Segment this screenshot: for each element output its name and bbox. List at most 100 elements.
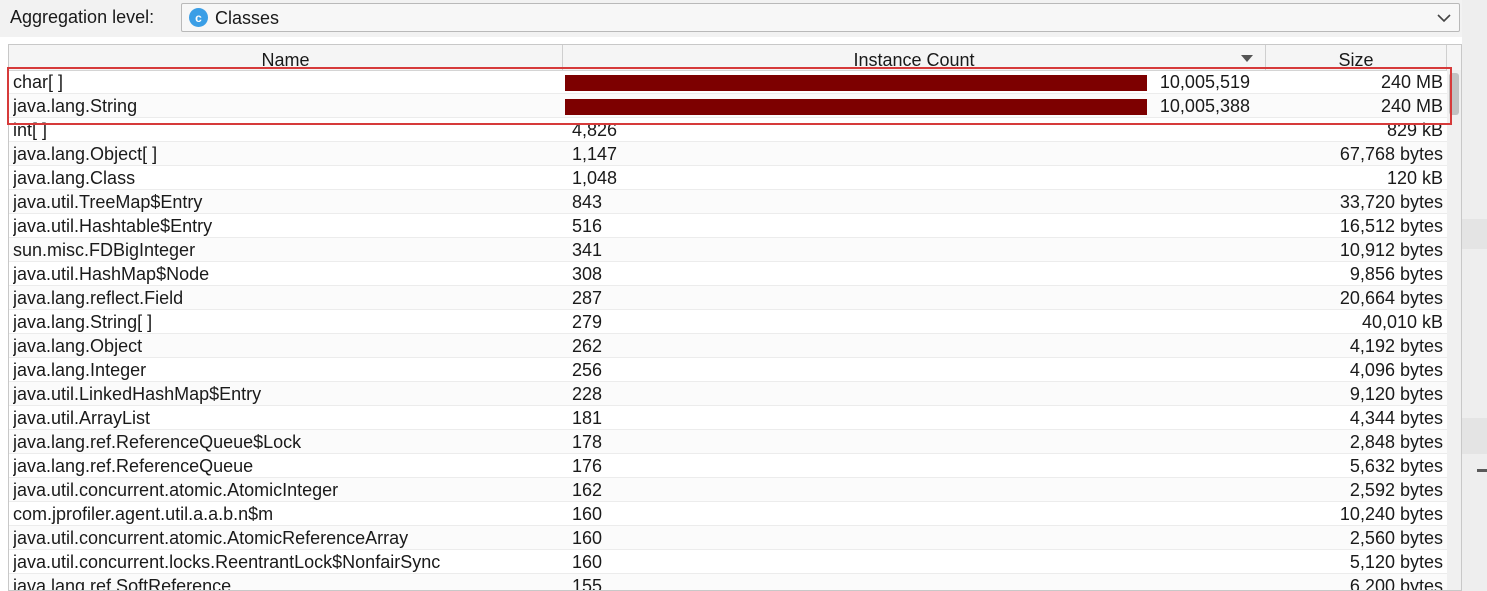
instance-count-cell: 4,826: [572, 120, 618, 140]
class-name-cell: java.lang.ref.SoftReference: [13, 576, 232, 591]
instance-count-cell: 843: [572, 192, 603, 212]
instance-count-cell: 308: [572, 264, 603, 284]
table-row[interactable]: java.lang.ref.ReferenceQueue$Lock 178 2,84…: [9, 430, 1447, 454]
size-cell: 16,512 bytes: [1339, 216, 1443, 236]
chevron-down-icon[interactable]: [1437, 11, 1451, 25]
instance-count-bar: [565, 75, 1147, 91]
class-name-cell: java.util.concurrent.atomic.AtomicRefere…: [13, 528, 409, 548]
table-row[interactable]: java.util.Hashtable$Entry 516 16,512 bytes: [9, 214, 1447, 238]
size-cell: 10,912 bytes: [1339, 240, 1443, 260]
instance-count-cell: 160: [572, 504, 603, 524]
side-panel-segment: [1462, 219, 1487, 249]
size-cell: 120 kB: [1386, 168, 1443, 188]
table-row[interactable]: java.lang.Integer 256 4,096 bytes: [9, 358, 1447, 382]
instance-count-cell: 10,005,388: [1159, 96, 1250, 116]
size-cell: 40,010 kB: [1361, 312, 1443, 332]
aggregation-level-value: Classes: [215, 8, 280, 28]
class-name-cell: java.util.LinkedHashMap$Entry: [13, 384, 262, 404]
instance-count-cell: 160: [572, 528, 603, 548]
size-cell: 4,344 bytes: [1349, 408, 1443, 428]
class-name-cell: java.lang.reflect.Field: [13, 288, 184, 308]
column-header-instance-count[interactable]: Instance Count: [563, 45, 1266, 70]
instance-count-cell: 516: [572, 216, 603, 236]
size-cell: 240 MB: [1380, 72, 1443, 92]
class-name-cell: java.lang.Class: [13, 168, 136, 188]
size-cell: 2,560 bytes: [1349, 528, 1443, 548]
instance-count-cell: 176: [572, 456, 603, 476]
table-row[interactable]: int[ ] 4,826 829 kB: [9, 118, 1447, 142]
size-cell: 9,856 bytes: [1349, 264, 1443, 284]
aggregation-level-label: Aggregation level:: [10, 7, 155, 27]
size-cell: 5,120 bytes: [1349, 552, 1443, 572]
instance-count-cell: 1,048: [572, 168, 618, 188]
class-name-cell: java.util.concurrent.locks.ReentrantLock…: [13, 552, 441, 572]
aggregation-level-dropdown[interactable]: c Classes: [181, 3, 1460, 32]
column-header-size[interactable]: Size: [1266, 45, 1447, 70]
table-row[interactable]: sun.misc.FDBigInteger 341 10,912 bytes: [9, 238, 1447, 262]
table-row[interactable]: java.util.ArrayList 181 4,344 bytes: [9, 406, 1447, 430]
class-name-cell: java.lang.ref.ReferenceQueue: [13, 456, 254, 476]
class-name-cell: java.lang.Integer: [13, 360, 147, 380]
table-row[interactable]: java.lang.Class 1,048 120 kB: [9, 166, 1447, 190]
table-row[interactable]: char[ ] 10,005,519 240 MB: [9, 70, 1447, 94]
size-cell: 6,200 bytes: [1349, 576, 1443, 591]
instance-count-cell: 262: [572, 336, 603, 356]
instance-count-cell: 256: [572, 360, 603, 380]
scrollbar-thumb[interactable]: [1449, 73, 1459, 115]
size-cell: 67,768 bytes: [1339, 144, 1443, 164]
side-panel-dash: [1477, 469, 1487, 472]
class-name-cell: java.lang.String[ ]: [13, 312, 153, 332]
size-cell: 2,592 bytes: [1349, 480, 1443, 500]
instance-count-cell: 10,005,519: [1159, 72, 1250, 92]
size-cell: 10,240 bytes: [1339, 504, 1443, 524]
instance-count-cell: 155: [572, 576, 603, 591]
table-row[interactable]: com.jprofiler.agent.util.a.a.b.n$m 160 10,…: [9, 502, 1447, 526]
table-row[interactable]: java.lang.String 10,005,388 240 MB: [9, 94, 1447, 118]
table-row[interactable]: java.lang.ref.ReferenceQueue 176 5,632 byt…: [9, 454, 1447, 478]
class-name-cell: java.util.TreeMap$Entry: [13, 192, 203, 212]
table-row[interactable]: java.lang.reflect.Field 287 20,664 bytes: [9, 286, 1447, 310]
aggregation-toolbar: Aggregation level: c Classes: [0, 0, 1462, 37]
side-panel-segment: [1462, 418, 1487, 454]
instance-table: Name Instance Count Size char[ ] 10,005,5…: [8, 44, 1462, 591]
class-name-cell: java.lang.Object[ ]: [13, 144, 158, 164]
sort-descending-icon: [1241, 55, 1253, 62]
instance-count-bar: [565, 99, 1147, 115]
table-row[interactable]: java.util.TreeMap$Entry 843 33,720 bytes: [9, 190, 1447, 214]
size-cell: 5,632 bytes: [1349, 456, 1443, 476]
class-name-cell: java.util.Hashtable$Entry: [13, 216, 213, 236]
instance-count-cell: 181: [572, 408, 603, 428]
table-row[interactable]: java.util.LinkedHashMap$Entry 228 9,120 by…: [9, 382, 1447, 406]
column-header-name[interactable]: Name: [9, 45, 563, 70]
vertical-scrollbar[interactable]: [1447, 70, 1461, 590]
table-row[interactable]: java.lang.Object[ ] 1,147 67,768 bytes: [9, 142, 1447, 166]
instance-count-cell: 341: [572, 240, 603, 260]
instance-count-cell: 287: [572, 288, 603, 308]
size-cell: 33,720 bytes: [1339, 192, 1443, 212]
table-row[interactable]: java.lang.String[ ] 279 40,010 kB: [9, 310, 1447, 334]
size-cell: 9,120 bytes: [1349, 384, 1443, 404]
size-cell: 2,848 bytes: [1349, 432, 1443, 452]
class-name-cell: java.lang.String: [13, 96, 138, 116]
table-header: Name Instance Count Size: [9, 45, 1461, 71]
table-row[interactable]: java.util.HashMap$Node 308 9,856 bytes: [9, 262, 1447, 286]
table-row[interactable]: java.lang.ref.SoftReference 155 6,200 byte…: [9, 574, 1447, 591]
class-name-cell: com.jprofiler.agent.util.a.a.b.n$m: [13, 504, 274, 524]
size-cell: 829 kB: [1386, 120, 1443, 140]
table-row[interactable]: java.util.concurrent.atomic.AtomicIntege…: [9, 478, 1447, 502]
instance-count-cell: 228: [572, 384, 603, 404]
instance-count-cell: 1,147: [572, 144, 618, 164]
column-header-instance-count-label: Instance Count: [853, 50, 975, 70]
table-row[interactable]: java.util.concurrent.locks.ReentrantLock…: [9, 550, 1447, 574]
size-cell: 20,664 bytes: [1339, 288, 1443, 308]
size-cell: 240 MB: [1380, 96, 1443, 116]
class-name-cell: java.util.HashMap$Node: [13, 264, 210, 284]
class-name-cell: java.lang.Object: [13, 336, 143, 356]
class-name-cell: char[ ]: [13, 72, 64, 92]
table-row[interactable]: java.lang.Object 262 4,192 bytes: [9, 334, 1447, 358]
instance-count-cell: 162: [572, 480, 603, 500]
table-row[interactable]: java.util.concurrent.atomic.AtomicRefere…: [9, 526, 1447, 550]
instance-count-cell: 279: [572, 312, 603, 332]
class-name-cell: sun.misc.FDBigInteger: [13, 240, 196, 260]
size-cell: 4,192 bytes: [1349, 336, 1443, 356]
